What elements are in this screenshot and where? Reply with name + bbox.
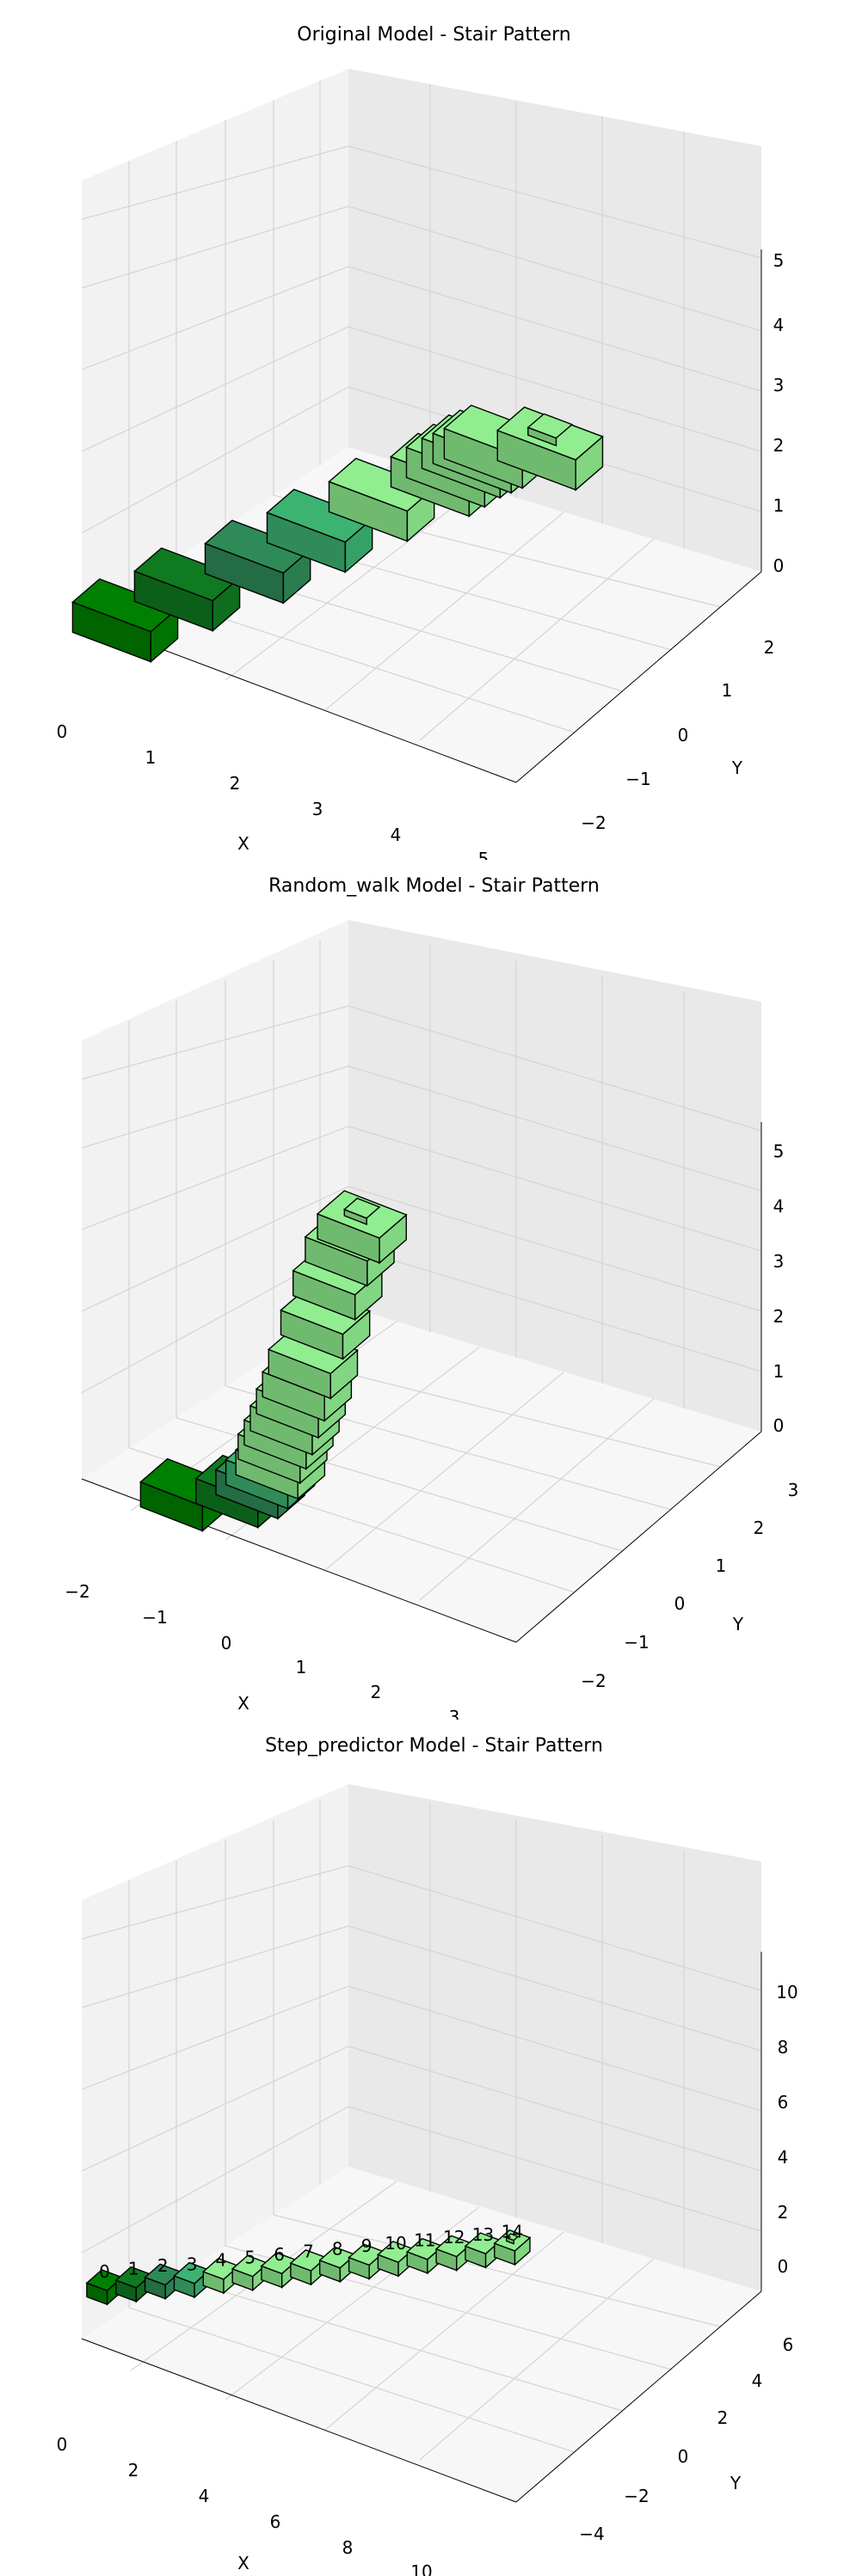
step-label-1: 1 [128, 2259, 139, 2279]
step-label-7: 7 [303, 2242, 314, 2262]
step-label-12: 12 [443, 2227, 465, 2248]
x-tick-4: 8 [342, 2537, 354, 2558]
chart-panel-random-walk: Random_walk Model - Stair Pattern [0, 860, 868, 1720]
x-axis-label: X [237, 1693, 249, 1714]
x-tick-2: 2 [230, 773, 241, 794]
step-label-11: 11 [414, 2230, 435, 2251]
chart-title-original: Original Model - Stair Pattern [297, 24, 571, 46]
x-tick-2: 4 [199, 2486, 210, 2506]
z-tick-3: 6 [778, 2092, 789, 2113]
y-tick-1: −2 [624, 2486, 649, 2506]
x-tick-0: 0 [57, 2434, 68, 2455]
z-tick-2: 2 [773, 435, 785, 456]
y-tick-4: 4 [752, 2371, 763, 2391]
y-tick-2: 0 [674, 1593, 686, 1614]
bars-random-walk [139, 1190, 408, 1533]
z-tick-0: 0 [773, 1415, 785, 1436]
y-tick-1: −1 [624, 1632, 649, 1653]
z-tick-1: 1 [773, 1361, 785, 1382]
x-tick-1: −1 [142, 1607, 167, 1628]
x-tick-1: 1 [145, 747, 157, 768]
step-label-8: 8 [332, 2238, 343, 2259]
y-tick-1: −1 [625, 769, 650, 789]
z-tick-2: 4 [778, 2147, 789, 2168]
y-tick-5: 3 [788, 1480, 799, 1500]
chart-title-step-predictor: Step_predictor Model - Stair Pattern [265, 1735, 603, 1757]
z-tick-1: 1 [773, 495, 785, 516]
z-tick-4: 8 [778, 2037, 789, 2058]
z-tick-0: 0 [773, 555, 785, 576]
chart-title-random-walk: Random_walk Model - Stair Pattern [268, 875, 600, 897]
z-tick-5: 10 [776, 1982, 797, 2003]
y-tick-4: 2 [764, 637, 775, 658]
x-tick-2: 0 [221, 1633, 232, 1653]
y-tick-0: −2 [581, 1671, 606, 1691]
step-label-4: 4 [216, 2250, 227, 2271]
chart-panel-step-predictor: Step_predictor Model - Stair Pattern [0, 1720, 868, 2576]
y-axis-label: Y [729, 2473, 742, 2493]
bars-original [71, 404, 604, 664]
chart-original: 0 1 2 3 4 5 X −2 −1 0 1 2 Y 0 1 2 3 4 5 [57, 69, 785, 860]
y-tick-3: 1 [716, 1555, 727, 1576]
x-tick-3: 1 [296, 1657, 307, 1677]
z-tick-0: 0 [778, 2256, 789, 2277]
chart-panel-original: Original Model - Stair Pattern [0, 0, 868, 860]
step-label-3: 3 [187, 2254, 198, 2275]
step-label-2: 2 [157, 2255, 169, 2276]
end-marker-top [526, 413, 574, 439]
x-tick-1: 2 [128, 2460, 139, 2481]
x-tick-5: 5 [478, 849, 489, 860]
x-tick-3: 6 [270, 2512, 281, 2532]
y-axis-label: Y [732, 1614, 744, 1635]
step-label-9: 9 [361, 2236, 372, 2256]
x-tick-3: 3 [312, 799, 323, 819]
y-tick-3: 1 [722, 680, 733, 701]
y-tick-0: −4 [579, 2524, 604, 2544]
step-label-13: 13 [472, 2224, 494, 2245]
x-tick-5: 3 [449, 1707, 460, 1720]
step-labels-step-predictor: 0 1 2 3 4 5 6 7 8 9 10 11 12 13 14 [99, 2222, 523, 2282]
chart-random-walk: −2 −1 0 1 2 3 X −2 −1 0 1 2 3 Y 0 1 2 3 … [65, 920, 799, 1720]
z-tick-3: 3 [773, 1251, 785, 1272]
end-marker-top [505, 2233, 520, 2242]
y-tick-5: 6 [783, 2334, 794, 2355]
z-tick-4: 4 [773, 1196, 785, 1217]
step-label-6: 6 [274, 2244, 285, 2265]
y-tick-3: 2 [717, 2407, 729, 2428]
bars-step-predictor [85, 2229, 532, 2306]
y-tick-4: 2 [754, 1518, 765, 1538]
x-axis-label: X [237, 833, 249, 854]
x-axis-label: X [237, 2553, 249, 2573]
z-tick-3: 3 [773, 375, 785, 396]
y-tick-0: −2 [581, 813, 606, 833]
end-marker-top [342, 1197, 381, 1219]
x-tick-4: 4 [391, 825, 402, 845]
step-label-14: 14 [502, 2222, 523, 2242]
y-tick-2: 0 [678, 2446, 689, 2467]
z-tick-4: 4 [773, 315, 785, 335]
chart-step-predictor: 0 1 2 3 4 5 6 7 8 9 10 11 12 13 14 0 2 4 6 8 10 X −4 −… [57, 1784, 798, 2576]
step-label-5: 5 [244, 2247, 255, 2267]
z-tick-1: 2 [778, 2202, 789, 2223]
z-tick-5: 5 [773, 1141, 785, 1162]
z-tick-5: 5 [773, 250, 785, 271]
y-tick-2: 0 [678, 725, 689, 745]
x-tick-4: 2 [371, 1682, 382, 1702]
x-tick-5: 10 [410, 2561, 432, 2576]
x-tick-0: −2 [65, 1581, 89, 1602]
y-axis-label: Y [731, 757, 743, 778]
step-label-0: 0 [99, 2261, 110, 2282]
z-tick-2: 2 [773, 1306, 785, 1327]
x-tick-0: 0 [57, 721, 68, 742]
step-label-10: 10 [385, 2233, 406, 2254]
